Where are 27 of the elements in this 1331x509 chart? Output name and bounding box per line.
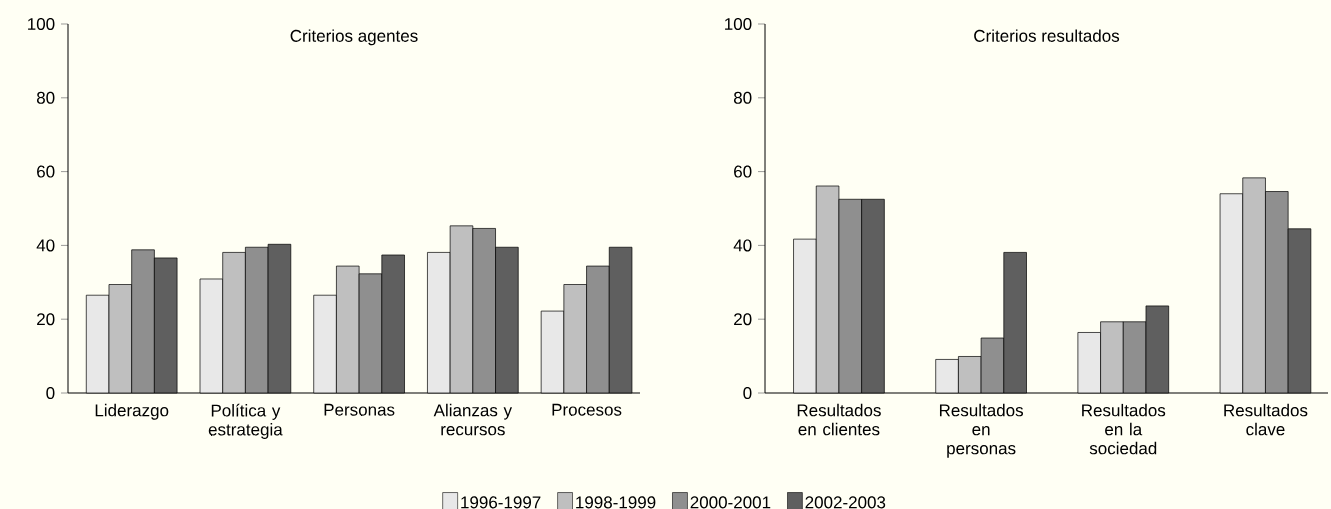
y-tick-label: 100	[725, 17, 752, 31]
y-tick-label: 0	[46, 386, 55, 400]
y-tick-label: 80	[733, 91, 752, 104]
x-tick-label: Liderazgo	[95, 403, 169, 420]
x-tick-label: Alianzas y recursos	[433, 403, 512, 436]
legend-label: 2000-2001	[690, 496, 771, 509]
x-tick-label: Resultados en personas	[939, 403, 1024, 458]
x-tick-label: Procesos	[552, 403, 622, 416]
x-tick-label: Resultados en la sociedad	[1082, 403, 1166, 455]
y-tick-label: 0	[743, 386, 752, 400]
x-tick-label: Política y estrategia	[208, 403, 283, 439]
x-tick-label: Personas	[324, 403, 395, 416]
y-tick-label: 20	[734, 313, 752, 326]
legend-label: 1996-1997	[461, 496, 541, 509]
y-tick-label: 40	[36, 239, 55, 252]
chart-title: Criterios agentes	[290, 29, 418, 46]
y-tick-label: 40	[733, 239, 752, 252]
legend-label: 1998-1999	[576, 496, 656, 509]
y-tick-label: 100	[28, 17, 55, 31]
chart-title: Criterios resultados	[974, 29, 1120, 42]
legend-label: 2002-2003	[805, 496, 886, 509]
y-tick-label: 60	[37, 165, 55, 178]
y-tick-label: 20	[37, 313, 55, 326]
x-tick-label: Resultados clave	[1224, 403, 1308, 436]
y-tick-label: 60	[734, 165, 752, 178]
x-tick-label: Resultados en clientes	[797, 403, 881, 436]
y-tick-label: 80	[36, 91, 55, 104]
